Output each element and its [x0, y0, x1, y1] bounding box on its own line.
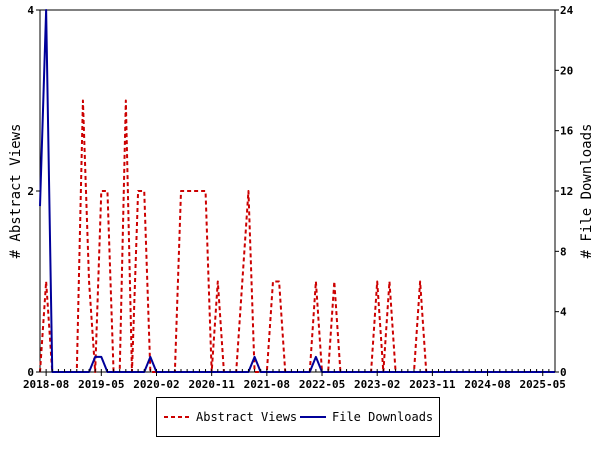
y-tick-label: 2 — [27, 185, 34, 198]
legend-label-file-downloads: File Downloads — [332, 410, 434, 424]
x-tick-label: 2025-05 — [520, 378, 566, 391]
y2-tick-label: 12 — [560, 185, 573, 198]
x-tick-label: 2018-08 — [23, 378, 69, 391]
y2-tick-label: 4 — [560, 306, 567, 319]
y-tick-label: 4 — [27, 4, 34, 17]
legend-item-abstract-views: Abstract Views — [164, 410, 297, 424]
y-tick-label: 0 — [27, 366, 34, 379]
x-tick-label: 2021-08 — [244, 378, 290, 391]
legend-item-file-downloads: File Downloads — [300, 410, 433, 424]
legend-label-abstract-views: Abstract Views — [196, 410, 298, 424]
legend-swatch-abstract-views — [164, 416, 190, 418]
y2-tick-label: 16 — [560, 125, 574, 138]
x-tick-label: 2023-02 — [354, 378, 400, 391]
x-tick-label: 2024-08 — [464, 378, 510, 391]
x-tick-label: 2019-05 — [78, 378, 124, 391]
legend: Abstract Views File Downloads — [156, 397, 440, 437]
series-line-abstract-views — [39, 99, 555, 373]
y2-tick-label: 0 — [560, 366, 567, 379]
x-tick-label: 2022-05 — [299, 378, 345, 391]
y2-axis-title: # File Downloads — [579, 124, 595, 259]
x-tick-label: 2023-11 — [409, 378, 456, 391]
x-tick-label: 2020-02 — [133, 378, 179, 391]
x-tick-label: 2020-11 — [188, 378, 235, 391]
plot-area — [39, 9, 556, 373]
y2-tick-label: 24 — [560, 4, 574, 17]
y2-tick-label: 20 — [560, 64, 573, 77]
y2-tick-label: 8 — [560, 245, 567, 258]
y-axis-title: # Abstract Views — [8, 124, 24, 259]
legend-swatch-file-downloads — [300, 416, 326, 418]
